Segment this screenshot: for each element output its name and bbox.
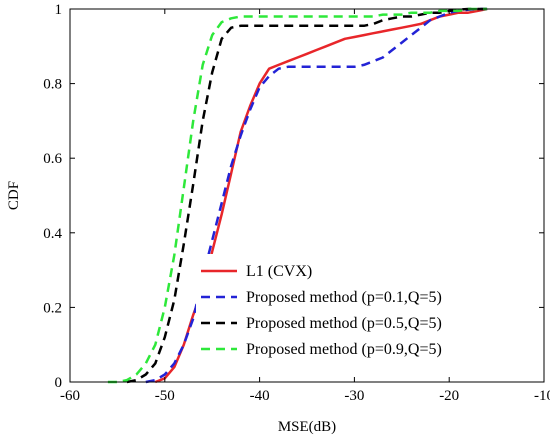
y-tick-label: 1 bbox=[55, 2, 63, 18]
axes-box bbox=[69, 8, 545, 383]
series-line-4 bbox=[107, 7, 488, 384]
legend-box bbox=[196, 254, 520, 377]
y-tick-label: 0 bbox=[55, 375, 63, 391]
ticks-layer: -60 -50 -40 -30 -20 -10 0 0.2 0.4 0.6 0.8 1 bbox=[43, 2, 550, 404]
x-tick-label: -40 bbox=[250, 388, 270, 404]
y-tick-label: 0.6 bbox=[43, 151, 62, 167]
legend-label: Proposed method (p=0.5,Q=5) bbox=[246, 315, 442, 332]
x-tick-label: -20 bbox=[439, 388, 459, 404]
y-tick-label: 0.2 bbox=[43, 300, 62, 316]
legend: L1 (CVX) Proposed method (p=0.1,Q=5) Propo… bbox=[196, 254, 520, 377]
x-tick-label: -30 bbox=[344, 388, 364, 404]
legend-label: Proposed method (p=0.9,Q=5) bbox=[246, 341, 442, 358]
series-line-3 bbox=[126, 7, 488, 384]
x-tick-label: -60 bbox=[60, 388, 80, 404]
y-axis-title: CDF bbox=[6, 181, 22, 210]
x-tick-label: -50 bbox=[155, 388, 175, 404]
y-tick-label: 0.4 bbox=[43, 226, 62, 242]
x-axis-title: MSE(dB) bbox=[278, 419, 336, 435]
y-tick-label: 0.8 bbox=[43, 77, 62, 93]
legend-label: Proposed method (p=0.1,Q=5) bbox=[246, 289, 442, 306]
x-tick-label: -10 bbox=[534, 388, 550, 404]
legend-label: L1 (CVX) bbox=[246, 263, 312, 280]
